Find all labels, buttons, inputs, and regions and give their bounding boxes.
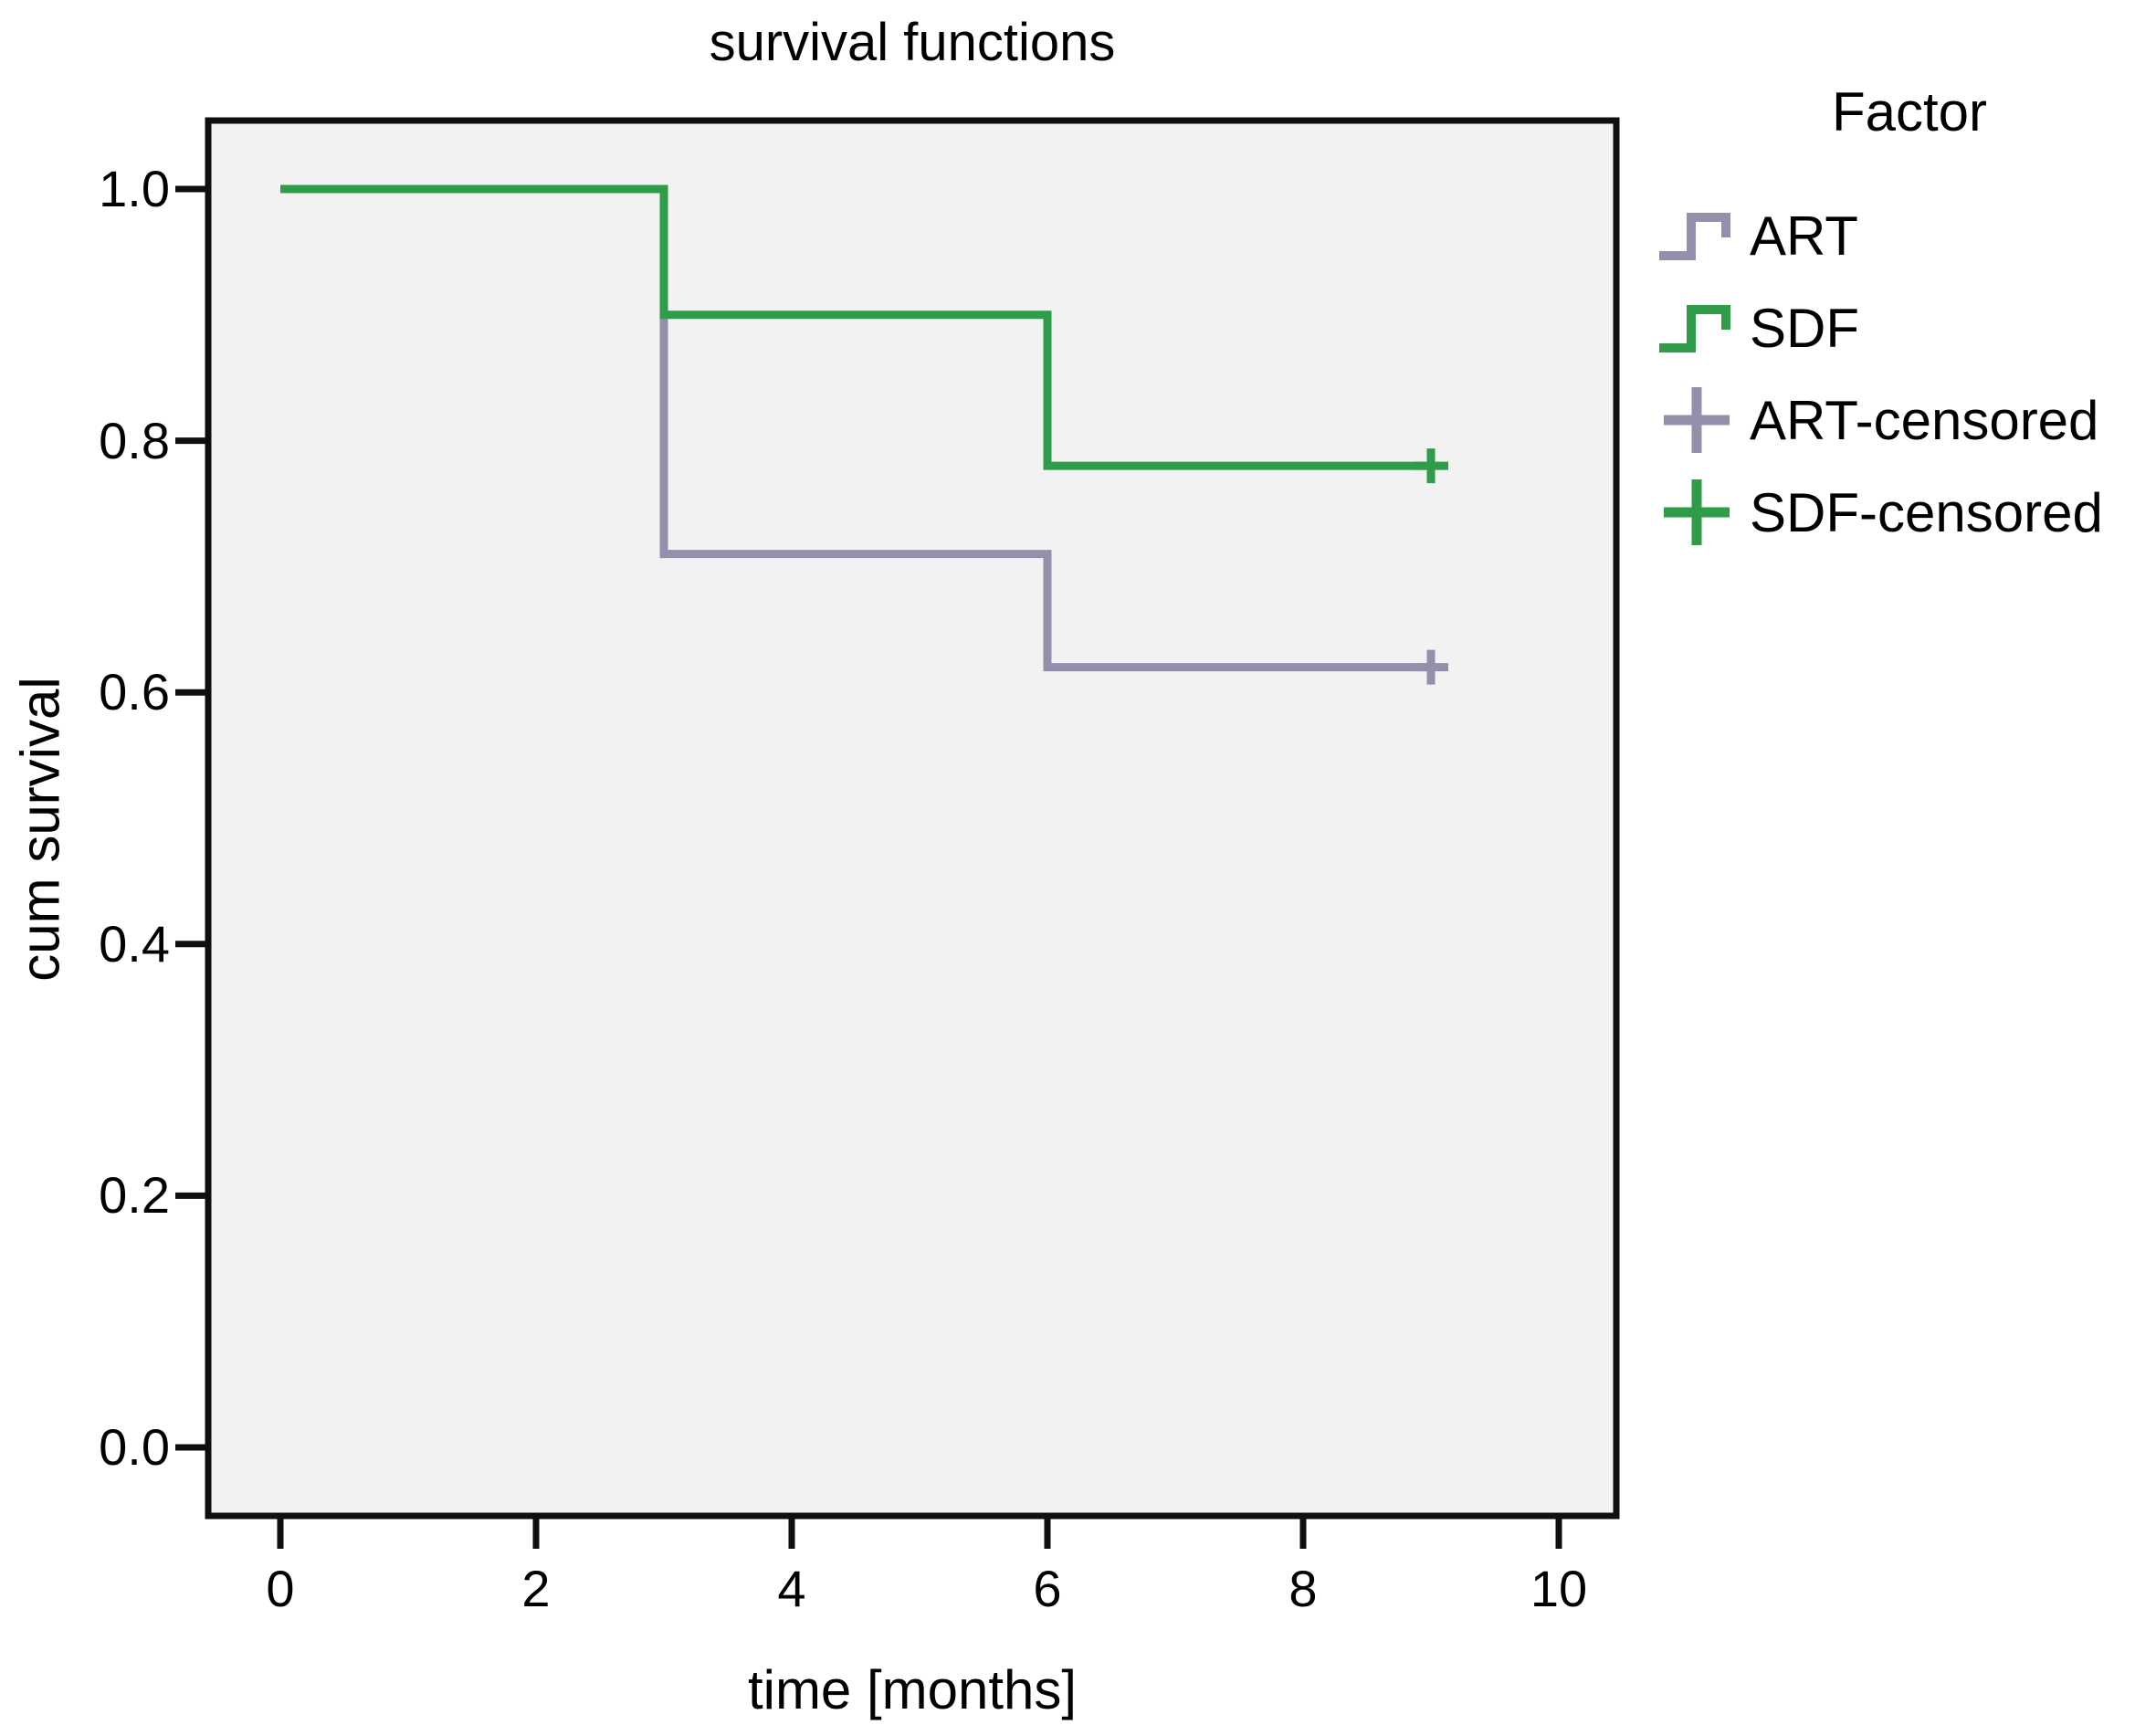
- plus-censor-icon: [1656, 380, 1737, 460]
- y-tick-label: 0.4: [99, 914, 170, 973]
- plot-frame: [205, 117, 1620, 1520]
- legend-item-label: ART: [1750, 205, 1858, 267]
- step-line-icon: [1656, 295, 1737, 361]
- legend-item-label: ART-censored: [1750, 389, 2099, 451]
- plus-censor-icon: [1656, 472, 1737, 552]
- y-tick-label: 0.0: [99, 1418, 170, 1476]
- x-tick-label: 10: [1530, 1560, 1588, 1617]
- x-axis-title: time [months]: [747, 1659, 1078, 1720]
- step-line-icon: [1656, 203, 1737, 268]
- x-tick-label: 0: [266, 1560, 295, 1617]
- legend-item-art-censored: ART-censored: [1656, 379, 2098, 461]
- series-line-sdf: [280, 184, 1431, 470]
- y-tick-label: 0.2: [99, 1166, 170, 1225]
- y-tick-label: 0.8: [99, 411, 170, 469]
- y-tick-label: 1.0: [99, 160, 170, 217]
- legend-item-label: SDF-censored: [1750, 481, 2103, 543]
- x-tick-label: 6: [1033, 1560, 1062, 1617]
- legend-item-sdf: SDF: [1656, 287, 1859, 369]
- x-tick-label: 4: [777, 1560, 806, 1617]
- y-tick-label: 0.6: [99, 663, 170, 721]
- legend-item-label: SDF: [1750, 297, 1859, 359]
- x-tick-label: 8: [1288, 1560, 1318, 1617]
- legend-item-art: ART: [1656, 195, 1858, 277]
- x-tick-label: 2: [521, 1560, 551, 1617]
- chart-title: survival functions: [709, 13, 1116, 72]
- legend-item-sdf-censored: SDF-censored: [1656, 471, 2103, 553]
- legend-title: Factor: [1831, 81, 1988, 142]
